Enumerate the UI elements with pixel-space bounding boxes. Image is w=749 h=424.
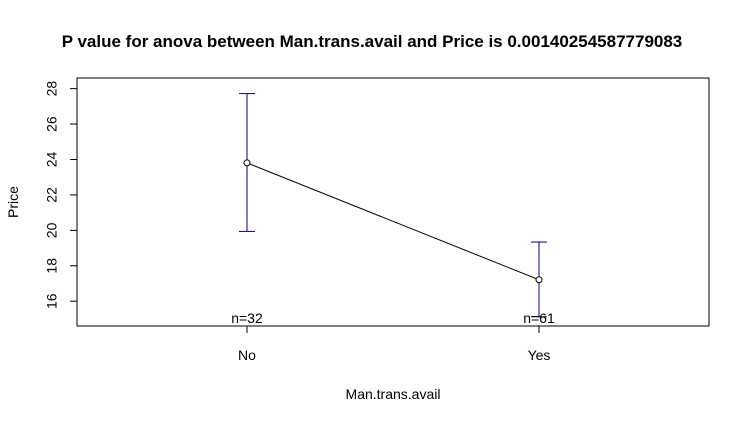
x-axis: No Yes bbox=[238, 325, 551, 363]
y-tick-label: 16 bbox=[44, 293, 60, 309]
y-axis-label: Price bbox=[5, 186, 21, 218]
count-label: n=61 bbox=[523, 310, 555, 326]
y-tick-label: 24 bbox=[44, 151, 60, 167]
x-axis-label: Man.trans.avail bbox=[346, 386, 441, 402]
mean-point bbox=[535, 276, 543, 284]
error-bars bbox=[239, 93, 547, 318]
mean-point bbox=[243, 159, 251, 167]
mean-line bbox=[246, 162, 540, 281]
y-tick-label: 26 bbox=[44, 116, 60, 132]
chart-title: P value for anova between Man.trans.avai… bbox=[62, 32, 683, 51]
series-line bbox=[246, 162, 540, 281]
y-tick-label: 28 bbox=[44, 81, 60, 97]
count-label: n=32 bbox=[231, 310, 263, 326]
count-labels: n=32 n=61 bbox=[231, 310, 555, 326]
y-tick-label: 20 bbox=[44, 222, 60, 238]
y-tick-label: 18 bbox=[44, 258, 60, 274]
y-axis: 16 18 20 22 24 26 28 bbox=[44, 81, 78, 309]
x-tick-label: No bbox=[238, 347, 256, 363]
x-tick-label: Yes bbox=[528, 347, 551, 363]
plot-area-frame bbox=[76, 77, 710, 327]
y-tick-label: 22 bbox=[44, 187, 60, 203]
mean-points bbox=[243, 159, 543, 284]
